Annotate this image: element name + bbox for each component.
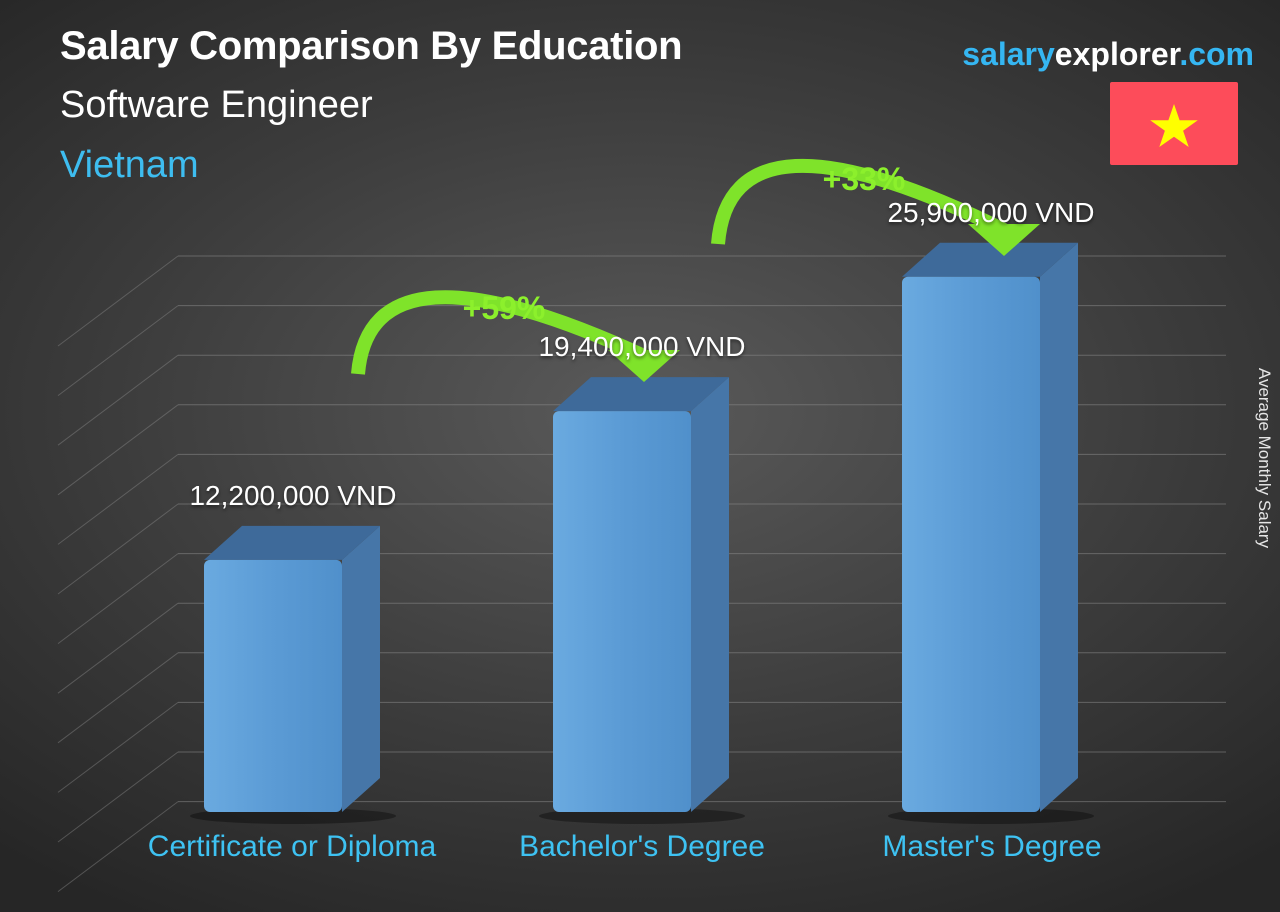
- grid-diagonal: [57, 503, 179, 595]
- flag-star-icon: [1150, 104, 1198, 147]
- category-label-certificate: Certificate or Diploma: [147, 830, 437, 863]
- page-title: Salary Comparison By Education: [60, 24, 683, 68]
- grid-diagonal: [57, 453, 179, 545]
- brand-logo[interactable]: salaryexplorer.com: [962, 36, 1254, 73]
- change-label-bachelor: +59%: [462, 290, 546, 326]
- chart-arrows: [351, 159, 1040, 382]
- brand-part-salary: salary: [962, 36, 1055, 72]
- grid-diagonal: [57, 354, 179, 446]
- bar-front: [204, 559, 342, 812]
- bar-certificate: [190, 525, 396, 824]
- grid-diagonal: [57, 404, 179, 496]
- bar-bachelor: [539, 377, 745, 824]
- bar-front: [902, 276, 1040, 812]
- bar-side: [691, 377, 729, 812]
- value-label-bachelor: 19,400,000 VND: [538, 331, 746, 363]
- change-arrow-2: [711, 159, 1040, 256]
- grid-diagonal: [57, 255, 179, 347]
- arrow-head: [968, 224, 1040, 256]
- category-label-master: Master's Degree: [882, 830, 1102, 863]
- change-arrow-1: [351, 290, 680, 382]
- grid-diagonal: [57, 305, 179, 397]
- category-label-bachelor: Bachelor's Degree: [519, 830, 765, 863]
- bar-top: [902, 242, 1078, 277]
- brand-part-explorer: explorer: [1054, 36, 1180, 72]
- value-label-certificate: 12,200,000 VND: [189, 479, 397, 511]
- bar-side: [1040, 242, 1078, 812]
- value-label-master: 25,900,000 VND: [887, 196, 1095, 228]
- bar-front: [553, 411, 691, 812]
- grid-diagonal: [57, 602, 179, 694]
- arrow-curve: [351, 290, 647, 375]
- grid-diagonal: [57, 801, 179, 892]
- y-axis-label: Average Monthly Salary: [1255, 367, 1274, 549]
- country-name: Vietnam: [60, 144, 199, 186]
- vietnam-flag-icon: [1110, 82, 1238, 165]
- bar-top: [553, 377, 729, 412]
- bar-master: [888, 242, 1094, 824]
- grid-diagonal: [57, 751, 179, 843]
- job-title: Software Engineer: [60, 84, 373, 126]
- bar-side: [342, 525, 380, 812]
- grid-diagonal: [57, 652, 179, 744]
- arrow-head: [608, 350, 680, 382]
- arrow-curve: [711, 159, 1008, 245]
- grid-diagonal: [57, 702, 179, 793]
- chart-bars: [190, 242, 1094, 824]
- bar-top: [204, 525, 380, 560]
- grid-diagonal: [57, 553, 179, 644]
- change-label-master: +33%: [822, 161, 906, 197]
- brand-part-com: .com: [1179, 36, 1254, 72]
